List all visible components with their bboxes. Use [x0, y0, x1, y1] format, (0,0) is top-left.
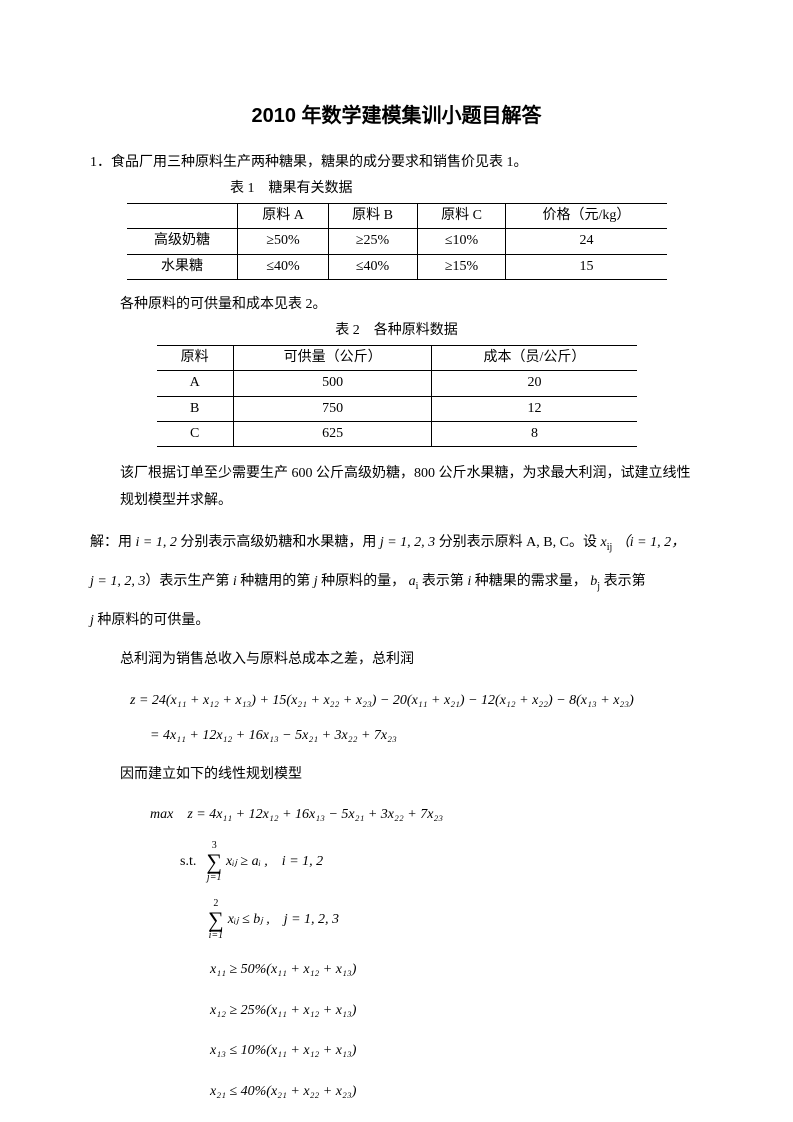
text: 种糖果的需求量， — [475, 574, 587, 589]
sum-lower: j=1 — [207, 873, 222, 883]
document-title: 2010 年数学建模集训小题目解答 — [90, 100, 703, 132]
sum-body: xᵢⱼ ≥ aᵢ , i = 1, 2 — [226, 851, 323, 873]
text: 分别表示高级奶糖和水果糖，用 — [180, 535, 376, 550]
order-requirement: 该厂根据订单至少需要生产 600 公斤高级奶糖，800 公斤水果糖，为求最大利润… — [120, 461, 703, 514]
math-paren: （i = 1, 2， — [616, 535, 685, 550]
table-header: 价格（元/kg） — [506, 203, 667, 228]
table-row: C 625 8 — [157, 421, 637, 446]
constraint-2: x₁₂ ≥ 25%(x₁₁ + x₁₂ + x₁₃) — [210, 1000, 703, 1022]
math-ai: ai — [409, 574, 419, 589]
math-j123: j = 1, 2, 3 — [90, 574, 145, 589]
supply-intro: 各种原料的可供量和成本见表 2。 — [120, 294, 703, 316]
table-header — [127, 203, 238, 228]
material-table: 原料 可供量（公斤） 成本（员/公斤） A 500 20 B 750 12 C … — [157, 345, 637, 448]
table-header: 原料 B — [328, 203, 417, 228]
math-bj: bj — [590, 574, 600, 589]
table-cell: ≤10% — [417, 229, 506, 254]
table-cell: ≤40% — [328, 254, 417, 279]
table-cell: A — [157, 371, 234, 396]
profit-text: 总利润为销售总收入与原料总成本之差，总利润 — [120, 645, 703, 676]
st-label: s.t. — [180, 851, 196, 873]
math-i12: i = 1, 2 — [136, 535, 177, 550]
table-cell: 625 — [233, 421, 432, 446]
table-row: 高级奶糖 ≥50% ≥25% ≤10% 24 — [127, 229, 667, 254]
sigma: ∑ — [208, 909, 224, 931]
sum-body: xᵢⱼ ≤ bⱼ , j = 1, 2, 3 — [228, 909, 339, 931]
table-row: B 750 12 — [157, 396, 637, 421]
table-header: 成本（员/公斤） — [432, 345, 637, 370]
problem-text: 食品厂用三种原料生产两种糖果，糖果的成分要求和销售价见表 1。 — [111, 155, 528, 170]
math-i: i — [467, 574, 471, 589]
st-constraint-2: 2 ∑ i=1 xᵢⱼ ≤ bⱼ , j = 1, 2, 3 — [208, 899, 703, 941]
candy-table: 原料 A 原料 B 原料 C 价格（元/kg） 高级奶糖 ≥50% ≥25% ≤… — [127, 203, 667, 280]
z-equation-2: = 4x₁₁ + 12x₁₂ + 16x₁₃ − 5x₂₁ + 3x₂₂ + 7… — [150, 725, 703, 746]
math-j: j — [314, 574, 318, 589]
table-cell: ≤40% — [238, 254, 328, 279]
table-cell: 高级奶糖 — [127, 229, 238, 254]
sigma-icon: 2 ∑ i=1 — [208, 899, 224, 941]
table-header: 原料 — [157, 345, 234, 370]
math-xij: xij — [600, 535, 612, 550]
table-cell: 24 — [506, 229, 667, 254]
max-z: max z = 4x₁₁ + 12x₁₂ + 16x₁₃ − 5x₂₁ + 3x… — [150, 804, 703, 825]
table-cell: 8 — [432, 421, 637, 446]
solution-line-3: j 种原料的可供量。 — [90, 606, 703, 637]
text: 分别表示原料 A, B, C。设 — [439, 535, 597, 550]
table-row: 水果糖 ≤40% ≤40% ≥15% 15 — [127, 254, 667, 279]
solution-line-2: j = 1, 2, 3）表示生产第 i 种糖用的第 j 种原料的量， ai 表示… — [90, 567, 703, 598]
math-i: i — [233, 574, 237, 589]
text: 表示第 — [604, 574, 646, 589]
table-cell: 750 — [233, 396, 432, 421]
table-cell: C — [157, 421, 234, 446]
table-cell: 12 — [432, 396, 637, 421]
solution-line-1: 解：用 i = 1, 2 分别表示高级奶糖和水果糖，用 j = 1, 2, 3 … — [90, 528, 703, 559]
st-constraint-1: s.t. 3 ∑ j=1 xᵢⱼ ≥ aᵢ , i = 1, 2 — [180, 841, 703, 883]
math-j: j — [90, 613, 94, 628]
table-cell: ≥25% — [328, 229, 417, 254]
table-row: A 500 20 — [157, 371, 637, 396]
table-cell: ≥15% — [417, 254, 506, 279]
table-header-row: 原料 A 原料 B 原料 C 价格（元/kg） — [127, 203, 667, 228]
text: 种糖用的第 — [240, 574, 310, 589]
constraint-4: x₂₁ ≤ 40%(x₂₁ + x₂₂ + x₂₃) — [210, 1081, 703, 1103]
text: ）表示生产第 — [145, 574, 229, 589]
sum-lower: i=1 — [209, 931, 224, 941]
table-cell: B — [157, 396, 234, 421]
constraint-3: x₁₃ ≤ 10%(x₁₁ + x₁₂ + x₁₃) — [210, 1040, 703, 1062]
model-text: 因而建立如下的线性规划模型 — [120, 760, 703, 791]
table-cell: 水果糖 — [127, 254, 238, 279]
constraint-1: x₁₁ ≥ 50%(x₁₁ + x₁₂ + x₁₃) — [210, 959, 703, 981]
problem-number: 1． — [90, 155, 111, 170]
text: 种原料的量， — [321, 574, 405, 589]
table-cell: 500 — [233, 371, 432, 396]
table-header: 可供量（公斤） — [233, 345, 432, 370]
table-header: 原料 A — [238, 203, 328, 228]
table1-caption: 表 1 糖果有关数据 — [90, 178, 703, 200]
table-header-row: 原料 可供量（公斤） 成本（员/公斤） — [157, 345, 637, 370]
table-header: 原料 C — [417, 203, 506, 228]
problem-intro: 1．食品厂用三种原料生产两种糖果，糖果的成分要求和销售价见表 1。 — [90, 152, 703, 174]
z-equation-1: z = 24(x₁₁ + x₁₂ + x₁₃) + 15(x₂₁ + x₂₂ +… — [130, 690, 703, 711]
text: 解：用 — [90, 535, 132, 550]
text: 种原料的可供量。 — [97, 613, 209, 628]
table-cell: 15 — [506, 254, 667, 279]
sigma: ∑ — [206, 851, 222, 873]
sigma-icon: 3 ∑ j=1 — [206, 841, 222, 883]
table-cell: ≥50% — [238, 229, 328, 254]
text: 表示第 — [422, 574, 464, 589]
table2-caption: 表 2 各种原料数据 — [90, 320, 703, 342]
table-cell: 20 — [432, 371, 637, 396]
math-j123: j = 1, 2, 3 — [380, 535, 435, 550]
